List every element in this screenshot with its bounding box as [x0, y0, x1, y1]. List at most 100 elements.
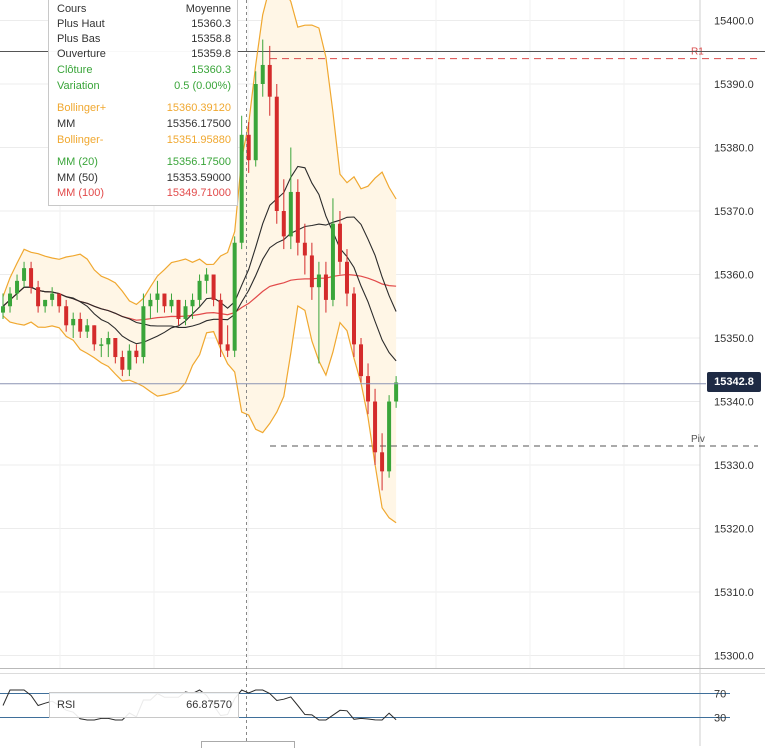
last-price-tag: 15342.8	[707, 372, 761, 392]
candle-body	[106, 338, 111, 345]
candle-body	[92, 325, 97, 345]
candle-body	[64, 306, 69, 326]
y-tick-label: 15380.0	[714, 143, 754, 155]
y-tick-label: 15350.0	[714, 333, 754, 345]
bollinger-lower-line	[2, 305, 397, 524]
candle-body	[352, 293, 356, 345]
candle-body	[134, 350, 139, 358]
bollinger-upper-line	[2, 0, 397, 306]
candle-body	[148, 299, 153, 307]
legend-key: Clôture	[57, 64, 93, 76]
legend-row: MM (100) 15349.71000	[57, 186, 231, 200]
legend-key: Variation	[57, 80, 100, 92]
legend-value: 0.5 (0.00%)	[174, 80, 231, 92]
candle-body	[36, 287, 41, 307]
candle-body	[50, 293, 55, 300]
legend-row: Cours Moyenne	[57, 2, 231, 16]
candle-body	[141, 306, 146, 358]
legend-row: Bollinger- 15351.95880	[57, 133, 231, 147]
legend-key: Plus Haut	[57, 18, 105, 30]
y-tick-label: 15320.0	[714, 524, 754, 536]
candle-body	[197, 280, 202, 300]
legend-key: Ouverture	[57, 48, 106, 60]
candle-body	[85, 325, 90, 332]
y-tick-label: 15300.0	[714, 651, 754, 663]
candle-body	[190, 299, 195, 307]
r1-label: R1	[691, 47, 704, 58]
rsi-label: RSI	[57, 699, 76, 711]
legend-value: 15359.8	[191, 48, 231, 60]
candle-body	[253, 84, 258, 161]
candle-body	[302, 242, 307, 256]
candle-body	[120, 357, 125, 370]
legend-key: Plus Bas	[57, 33, 101, 45]
candle-body	[225, 344, 230, 351]
candle-body	[309, 255, 314, 288]
candle-body	[274, 96, 279, 211]
legend-row: Plus Haut 15360.3	[57, 17, 231, 31]
candle-body	[344, 261, 349, 294]
legend-value: Moyenne	[185, 3, 231, 15]
legend-key: Bollinger-	[57, 134, 104, 146]
candle-body	[337, 223, 342, 262]
candle-body	[155, 293, 160, 300]
y-tick-label: 15400.0	[714, 16, 754, 28]
candle-body	[387, 401, 392, 472]
mm20-line	[2, 165, 397, 362]
candle-body	[260, 64, 265, 84]
rsi-tick-label: 70	[714, 689, 726, 701]
legend-value: 15351.95880	[166, 134, 231, 146]
legend-row: MM (20) 15356.17500	[57, 155, 231, 169]
candle-body	[316, 274, 321, 288]
legend-key: MM (20)	[57, 156, 98, 168]
y-tick-label: 15330.0	[714, 460, 754, 472]
bottom-tab[interactable]	[201, 741, 295, 748]
legend-row: Variation 0.5 (0.00%)	[57, 79, 231, 93]
candle-body	[71, 318, 76, 326]
candle-body	[22, 268, 27, 281]
legend-value: 15358.8	[191, 33, 231, 45]
candle-body	[113, 338, 118, 358]
legend-value: 15360.39120	[166, 102, 231, 114]
rsi-value: 66.87570	[186, 699, 232, 711]
rsi-legend: RSI 66.87570	[49, 692, 239, 718]
legend-value: 15360.3	[191, 18, 231, 30]
bollinger-band-fill	[3, 0, 397, 523]
candle-body	[330, 223, 335, 300]
candle-body	[366, 376, 371, 402]
y-tick-label: 15390.0	[714, 79, 754, 91]
legend-value: 15349.71000	[166, 187, 231, 199]
candle-body	[8, 293, 13, 307]
candle-body	[288, 191, 293, 237]
candle-body	[246, 134, 251, 161]
legend-value: 15360.3	[191, 64, 231, 76]
legend-row: Clôture 15360.3	[57, 63, 231, 77]
candle-body	[239, 134, 244, 243]
candle-body	[295, 191, 300, 243]
candle-body	[169, 299, 174, 307]
candle-body	[176, 299, 181, 319]
candle-body	[29, 268, 34, 288]
candle-body	[183, 306, 188, 319]
candle-body	[323, 274, 328, 300]
legend-value: 15353.59000	[166, 172, 231, 184]
candle-body	[394, 382, 399, 402]
candle-body	[57, 293, 62, 307]
legend-key: MM (50)	[57, 172, 98, 184]
candle-body	[232, 242, 237, 351]
ohlc-legend: Cours Moyenne Plus Haut 15360.3 Plus Bas 1535…	[48, 0, 238, 206]
legend-key: MM (100)	[57, 187, 105, 199]
candle-body	[373, 401, 378, 453]
candle-body	[380, 452, 385, 472]
candle-body	[162, 293, 167, 307]
legend-row: MM (50) 15353.59000	[57, 171, 231, 185]
candle-body	[78, 318, 83, 332]
legend-key: MM	[57, 118, 76, 130]
y-tick-label: 15360.0	[714, 270, 754, 282]
candle-body	[43, 299, 48, 307]
candle-body	[99, 344, 104, 346]
y-tick-label: 15310.0	[714, 587, 754, 599]
candle-body	[127, 350, 132, 370]
legend-row: Ouverture 15359.8	[57, 47, 231, 61]
